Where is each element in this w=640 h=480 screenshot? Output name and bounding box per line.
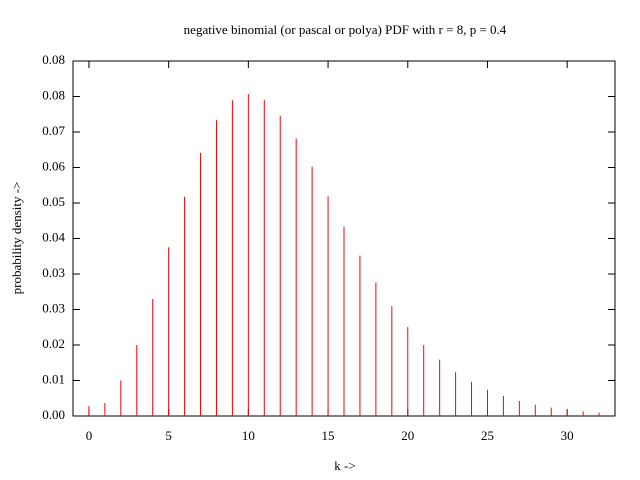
x-tick-label: 20 — [401, 428, 414, 443]
y-tick-label: 0.02 — [42, 336, 65, 351]
x-axis-label: k -> — [334, 458, 355, 473]
x-tick-label: 25 — [481, 428, 494, 443]
y-tick-label: 0.07 — [42, 123, 65, 138]
y-tick-label: 0.04 — [42, 229, 65, 244]
y-tick-label: 0.06 — [42, 158, 65, 173]
x-tick-label: 0 — [86, 428, 93, 443]
y-axis-label: probability density -> — [9, 182, 24, 295]
x-tick-label: 10 — [242, 428, 255, 443]
y-tick-label: 0.08 — [42, 52, 65, 67]
y-tick-label: 0.08 — [42, 87, 65, 102]
y-tick-label: 0.00 — [42, 407, 65, 422]
y-tick-label: 0.01 — [42, 371, 65, 386]
chart-title: negative binomial (or pascal or polya) P… — [184, 22, 507, 37]
x-tick-label: 30 — [561, 428, 574, 443]
x-tick-label: 5 — [165, 428, 172, 443]
y-tick-label: 0.03 — [42, 265, 65, 280]
y-tick-label: 0.03 — [42, 300, 65, 315]
x-tick-label: 15 — [322, 428, 335, 443]
y-tick-label: 0.05 — [42, 194, 65, 209]
